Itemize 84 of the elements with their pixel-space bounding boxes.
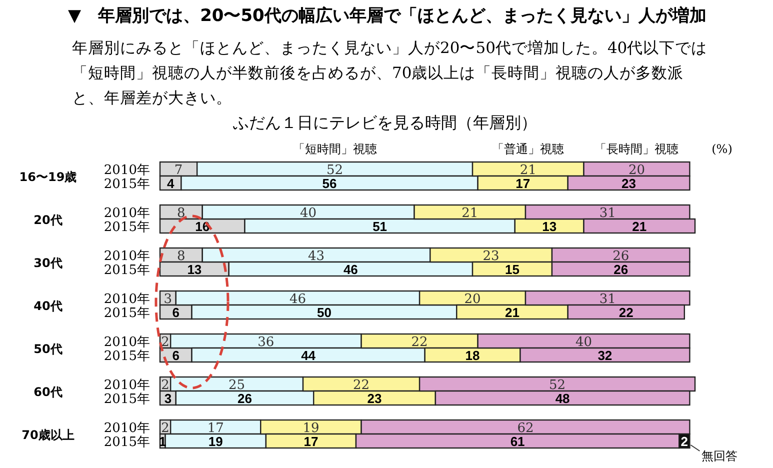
text: 60代 xyxy=(34,385,62,399)
y-tick-label: 2010年 xyxy=(104,206,150,221)
data-label: 26 xyxy=(614,262,628,277)
data-label: 61 xyxy=(510,434,525,449)
y-tick-label: 2015年 xyxy=(104,220,150,235)
y-tick-label: 2010年 xyxy=(104,335,150,350)
data-label: 23 xyxy=(367,391,382,406)
y-tick-label: 2015年 xyxy=(104,435,150,450)
y-tick-label: 2010年 xyxy=(104,163,150,178)
y-tick-label: 2010年 xyxy=(104,249,150,264)
data-label: 32 xyxy=(598,348,612,363)
data-label: 52 xyxy=(549,378,566,393)
data-label: 26 xyxy=(612,249,630,264)
data-label: 50 xyxy=(316,305,332,320)
text: 20代 xyxy=(34,213,62,227)
y-tick-label: 2015年 xyxy=(104,349,150,364)
data-label: 7 xyxy=(174,163,183,178)
y-tick-label: 2015年 xyxy=(104,392,150,407)
data-label: 25 xyxy=(228,378,246,393)
data-label: 17 xyxy=(304,434,318,449)
data-label: 17 xyxy=(207,421,224,436)
data-label: 46 xyxy=(343,262,358,277)
text: 40代 xyxy=(34,299,62,313)
data-label: 48 xyxy=(555,391,570,406)
data-label: 20 xyxy=(628,163,646,178)
data-label: 8 xyxy=(177,249,186,264)
data-label: 56 xyxy=(322,176,337,191)
data-label: 52 xyxy=(326,163,344,178)
text: 16〜19歳 xyxy=(19,170,77,184)
data-label: 8 xyxy=(177,206,186,221)
data-label: 26 xyxy=(238,391,252,406)
data-label: 20 xyxy=(464,292,481,307)
y-tick-label: 2010年 xyxy=(104,292,150,307)
data-label: 2 xyxy=(161,378,170,393)
data-label: 6 xyxy=(172,348,180,363)
data-label: 22 xyxy=(411,335,428,350)
series-label: 無回答 xyxy=(702,449,738,463)
data-label: 6 xyxy=(172,305,180,320)
text: 30代 xyxy=(34,256,62,270)
data-label: 31 xyxy=(599,206,616,221)
data-label: 43 xyxy=(308,249,325,264)
text: 70歳以上 xyxy=(22,428,74,442)
series-label: 「普通」視聴 xyxy=(492,142,564,156)
data-label: 40 xyxy=(575,335,592,350)
data-label: 19 xyxy=(302,421,320,436)
data-label: 44 xyxy=(301,348,316,363)
data-label: 22 xyxy=(353,378,370,393)
chart-title: ▼ 年層別では、20〜50代の幅広い年層で「ほとんど、まったく見ない」人が増加 xyxy=(68,5,706,27)
y-tick-label: 2015年 xyxy=(104,306,150,321)
data-label: 23 xyxy=(622,176,636,191)
y-tick-label: 2015年 xyxy=(104,263,150,278)
data-label: 2 xyxy=(161,335,170,350)
data-label: 51 xyxy=(372,219,388,234)
data-label: 15 xyxy=(505,262,520,277)
data-label: 17 xyxy=(516,176,530,191)
y-tick-label: 2010年 xyxy=(104,421,150,436)
data-label: 18 xyxy=(465,348,480,363)
y-tick-label: 2015年 xyxy=(104,177,150,192)
chart-subtitle: 年層別にみると「ほとんど、まったく見ない」人が20〜50代で増加した。40代以下では「短時間」視聴の人が半数前後を占めるが、70歳以上は「長時間」視聴の人が多数派と、年層差が大きい。 xyxy=(72,38,708,109)
data-label: 2 xyxy=(680,434,688,449)
data-label: 21 xyxy=(505,305,520,320)
data-label: 13 xyxy=(187,262,202,277)
data-label: 21 xyxy=(462,206,478,221)
data-label: 62 xyxy=(517,421,534,436)
data-label: 3 xyxy=(164,292,172,307)
data-label: 3 xyxy=(164,391,172,406)
series-label: 「短時間」視聴 xyxy=(292,142,377,156)
data-label: 21 xyxy=(520,163,536,178)
text: 50代 xyxy=(34,342,62,356)
data-label: 23 xyxy=(482,249,500,264)
y-tick-label: 2010年 xyxy=(104,378,150,393)
data-label: 21 xyxy=(632,219,647,234)
series-label: 「長時間」視聴 xyxy=(594,142,679,156)
data-label: 31 xyxy=(599,292,616,307)
data-label: 4 xyxy=(166,176,175,191)
data-label: 22 xyxy=(618,305,634,320)
data-label: 13 xyxy=(542,219,557,234)
text: (%) xyxy=(712,142,732,156)
data-label: 2 xyxy=(161,421,170,436)
data-label: 19 xyxy=(208,434,223,449)
text: ふだん１日にテレビを見る時間（年層別） xyxy=(232,113,537,132)
data-label: 40 xyxy=(300,206,317,221)
data-label: 46 xyxy=(289,292,306,307)
data-label: 36 xyxy=(258,335,274,350)
